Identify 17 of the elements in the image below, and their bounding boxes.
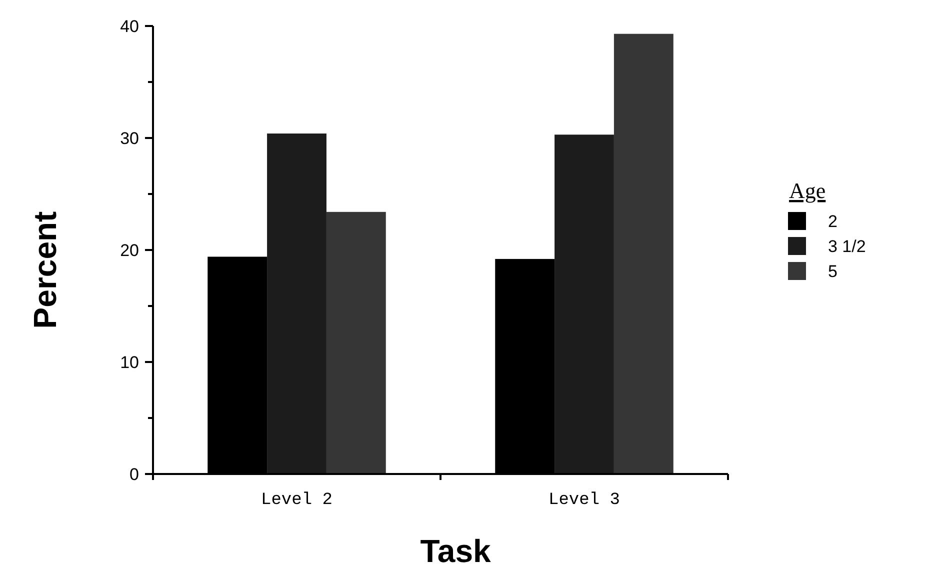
bar bbox=[614, 34, 674, 474]
y-tick-label: 30 bbox=[120, 128, 139, 148]
x-tick-label: Level 3 bbox=[548, 491, 620, 510]
legend-title: Age bbox=[789, 178, 826, 203]
y-tick-label: 0 bbox=[130, 464, 139, 484]
y-tick-label: 10 bbox=[120, 352, 139, 372]
legend-label: 5 bbox=[828, 262, 838, 281]
bar bbox=[554, 134, 614, 474]
legend-label: 2 bbox=[828, 212, 838, 231]
bar bbox=[326, 212, 386, 474]
x-tick-label: Level 2 bbox=[261, 491, 332, 510]
y-tick-label: 20 bbox=[120, 240, 139, 260]
y-tick-label: 40 bbox=[120, 16, 139, 36]
legend-label: 3 1/2 bbox=[828, 236, 866, 256]
x-axis-title: Task bbox=[420, 533, 491, 569]
y-axis-title: Percent bbox=[27, 210, 63, 329]
bar bbox=[267, 134, 326, 474]
